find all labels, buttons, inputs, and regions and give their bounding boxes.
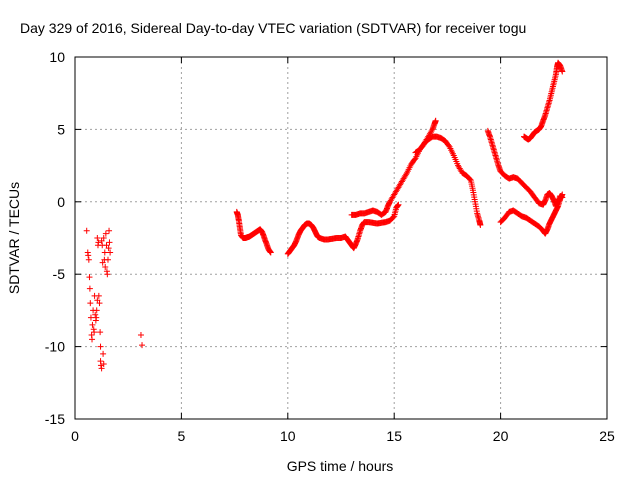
- data-point: [139, 342, 146, 349]
- data-point: [137, 332, 144, 339]
- grid-lines: [75, 57, 607, 419]
- data-point: [395, 201, 402, 208]
- data-point: [94, 235, 101, 241]
- chart-title: Day 329 of 2016, Sidereal Day-to-day VTE…: [20, 20, 526, 36]
- y-tick-label: -10: [45, 339, 65, 355]
- data-point: [267, 249, 274, 256]
- data-point: [104, 256, 111, 263]
- series-early-scatter: [83, 227, 146, 372]
- x-tick-label: 25: [599, 428, 615, 444]
- y-tick-label: -15: [45, 411, 65, 427]
- data-point: [95, 239, 102, 246]
- series-arc-f: [497, 191, 566, 237]
- data-point: [100, 235, 107, 241]
- axis-ticks: 0 5 10 15 20 25 10 5 0 -5 -10 -15: [45, 49, 615, 444]
- data-point: [87, 314, 94, 321]
- data-point: [106, 239, 113, 246]
- data-point: [87, 300, 94, 307]
- series-arc-a: [233, 208, 274, 256]
- x-tick-label: 20: [493, 428, 509, 444]
- data-point: [91, 329, 98, 336]
- data-point: [97, 343, 104, 350]
- data-point: [98, 365, 105, 372]
- data-point: [428, 127, 435, 134]
- series-arc-e: [484, 127, 566, 210]
- data-point: [86, 285, 93, 292]
- data-point: [93, 307, 100, 314]
- series-arc-c: [348, 117, 439, 218]
- data-point: [101, 249, 108, 256]
- data-point: [89, 336, 96, 343]
- data-point: [97, 362, 104, 369]
- x-tick-label: 15: [386, 428, 402, 444]
- data-point: [85, 252, 92, 259]
- data-point: [93, 314, 100, 321]
- data-point: [96, 300, 103, 307]
- x-axis-label: GPS time / hours: [287, 458, 394, 474]
- data-point: [403, 171, 410, 178]
- data-point: [89, 321, 96, 328]
- data-point: [390, 214, 397, 221]
- x-tick-label: 5: [178, 428, 186, 444]
- y-tick-label: 0: [57, 194, 65, 210]
- data-point: [107, 249, 114, 256]
- data-point: [466, 176, 473, 183]
- data-point: [83, 227, 90, 234]
- data-points: [83, 59, 566, 372]
- data-point: [97, 329, 104, 336]
- data-point: [104, 271, 111, 278]
- data-point: [85, 256, 92, 263]
- series-arc-d: [412, 133, 484, 228]
- data-point: [477, 221, 484, 228]
- data-point: [559, 191, 566, 198]
- y-axis-label: SDTVAR / TECUs: [6, 182, 22, 294]
- data-point: [106, 227, 113, 234]
- series-arc-g: [521, 59, 566, 143]
- data-point: [432, 117, 439, 124]
- data-point: [95, 292, 102, 299]
- plot-frame: [74, 56, 608, 420]
- y-tick-label: -5: [53, 266, 66, 282]
- data-point: [100, 360, 107, 367]
- data-point: [559, 68, 566, 75]
- data-point: [100, 350, 107, 357]
- series-arc-b: [284, 201, 402, 257]
- data-point: [102, 263, 109, 270]
- x-tick-label: 0: [71, 428, 79, 444]
- data-point: [86, 274, 93, 281]
- x-tick-label: 10: [280, 428, 296, 444]
- y-tick-label: 5: [57, 121, 65, 137]
- y-tick-label: 10: [49, 49, 65, 65]
- data-point: [102, 230, 109, 237]
- data-point: [105, 245, 112, 252]
- data-point: [92, 311, 99, 318]
